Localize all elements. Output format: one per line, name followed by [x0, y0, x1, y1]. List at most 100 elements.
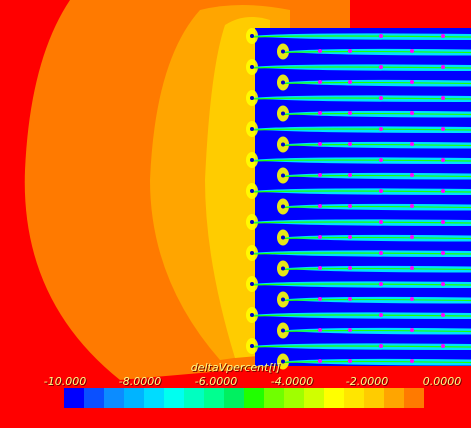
wake-streak-core — [251, 314, 471, 317]
probe-point — [379, 96, 383, 100]
colorbar-tick-label: -10.000 — [43, 375, 87, 388]
probe-point — [379, 34, 383, 38]
wake-streak — [283, 296, 471, 304]
probe-point — [410, 49, 414, 53]
wake-streak — [252, 219, 471, 226]
wake-streak-core — [282, 329, 471, 333]
wake-streak-core — [282, 236, 471, 240]
blade-marker — [250, 344, 254, 348]
probe-point — [379, 127, 383, 131]
blade-marker — [250, 282, 254, 286]
colorbar-swatch — [104, 388, 124, 408]
wake-streak — [252, 64, 471, 71]
wake-streak — [252, 157, 471, 164]
probe-point — [379, 313, 383, 317]
wake-streak-core — [251, 221, 471, 224]
probe-point — [318, 49, 322, 53]
probe-point — [318, 80, 322, 84]
wake-streak — [283, 358, 471, 366]
probe-point — [348, 359, 352, 363]
wake-streak — [283, 48, 471, 56]
colorbar-title: deltaVpercent[I] — [190, 361, 281, 374]
probe-point — [441, 282, 445, 286]
wake-streak — [252, 312, 471, 319]
probe-point — [348, 111, 352, 115]
probe-point — [348, 266, 352, 270]
wake-streak — [252, 281, 471, 288]
wake-streak-core — [251, 66, 471, 69]
wake-streak — [283, 110, 471, 118]
wake-streak-core — [251, 35, 471, 38]
wake-streak-core — [282, 143, 471, 147]
colorbar-swatch — [284, 388, 304, 408]
blade-marker — [281, 142, 285, 147]
probe-point — [318, 204, 322, 208]
blade-marker — [281, 328, 285, 333]
colorbar-swatch — [164, 388, 184, 408]
probe-point — [441, 158, 445, 162]
wake-streak-core — [282, 174, 471, 178]
probe-point — [318, 173, 322, 177]
probe-point — [348, 328, 352, 332]
wake-streak-core — [282, 205, 471, 209]
probe-point — [348, 204, 352, 208]
blade-marker — [250, 127, 254, 131]
colorbar-swatch — [84, 388, 104, 408]
blade-marker — [250, 220, 254, 224]
blade-marker — [281, 359, 285, 364]
probe-point — [410, 111, 414, 115]
probe-point — [379, 282, 383, 286]
blade-marker — [281, 173, 285, 178]
probe-point — [348, 142, 352, 146]
wake-streak — [283, 141, 471, 149]
blade-marker — [250, 251, 254, 255]
wake-streak-core — [282, 360, 471, 364]
wake-streak-core — [251, 345, 471, 348]
colorbar-swatch — [204, 388, 224, 408]
probe-point — [410, 204, 414, 208]
wake-streak — [283, 203, 471, 211]
probe-point — [410, 266, 414, 270]
probe-point — [441, 96, 445, 100]
blade-marker — [250, 65, 254, 69]
probe-point — [410, 359, 414, 363]
wake-streak — [283, 327, 471, 335]
colorbar-swatch — [404, 388, 424, 408]
colorbar-swatch — [384, 388, 404, 408]
blade-marker — [281, 266, 285, 271]
probe-point — [318, 266, 322, 270]
wake-streak — [252, 126, 471, 133]
probe-point — [318, 111, 322, 115]
probe-point — [410, 173, 414, 177]
colorbar-tick-label: 0.0000 — [422, 375, 462, 388]
colorbar-swatch — [324, 388, 344, 408]
wake-streak-core — [282, 267, 471, 271]
probe-point — [348, 49, 352, 53]
probe-point — [441, 313, 445, 317]
wake-streak — [283, 172, 471, 180]
probe-point — [348, 173, 352, 177]
wake-streak — [252, 33, 471, 40]
colorbar-swatch — [224, 388, 244, 408]
wake-streak — [283, 79, 471, 87]
colorbar-swatch — [364, 388, 384, 408]
probe-point — [441, 127, 445, 131]
wake-streak — [283, 265, 471, 273]
wake-streak-core — [251, 252, 471, 255]
blade-marker — [281, 49, 285, 54]
probe-point — [379, 344, 383, 348]
blade-marker — [250, 96, 254, 100]
blade-marker — [250, 158, 254, 162]
probe-point — [410, 328, 414, 332]
colorbar-tick-label: -2.0000 — [345, 375, 389, 388]
probe-point — [410, 235, 414, 239]
wake-streak-core — [282, 50, 471, 54]
probe-point — [441, 34, 445, 38]
probe-point — [318, 359, 322, 363]
blade-marker — [250, 313, 254, 317]
probe-point — [318, 328, 322, 332]
probe-point — [379, 65, 383, 69]
colorbar-swatch — [144, 388, 164, 408]
